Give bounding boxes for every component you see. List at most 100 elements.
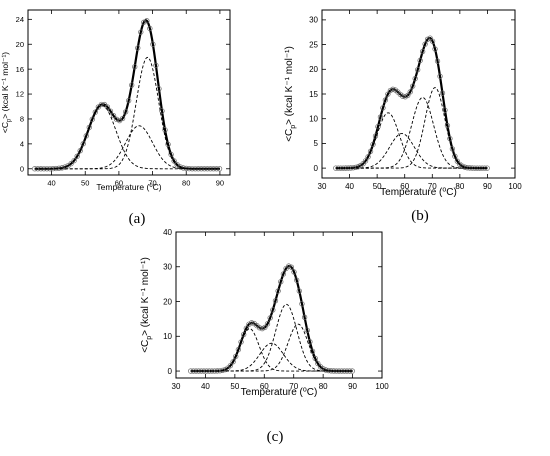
data-point xyxy=(138,29,144,35)
data-point xyxy=(382,97,389,103)
data-point xyxy=(452,153,458,159)
y-tick-label: 20 xyxy=(309,65,318,74)
data-point xyxy=(44,166,50,172)
fitted-sum-line xyxy=(335,36,488,170)
data-point xyxy=(233,353,239,360)
data-point xyxy=(119,115,126,122)
y-tick-label: 10 xyxy=(163,332,172,341)
data-point xyxy=(417,57,423,64)
component-peak-line xyxy=(34,125,220,170)
data-point xyxy=(412,75,418,82)
data-point xyxy=(296,288,302,294)
data-point xyxy=(259,325,265,332)
data-point xyxy=(248,320,255,326)
y-tick-label: 16 xyxy=(16,65,24,74)
chart-panel-1: 40 50 60 70 80 90 0 4 8 12 16 20 24 Temperature (oC) <… xyxy=(0,9,231,227)
y-axis-label: <Cp> (kcal K⁻¹ mol⁻¹) xyxy=(284,46,297,142)
data-point xyxy=(424,36,431,42)
panel-caption: (c) xyxy=(267,429,284,445)
data-point xyxy=(144,18,150,24)
data-point xyxy=(238,339,244,345)
data-point xyxy=(256,325,263,331)
data-point xyxy=(407,89,413,95)
data-point xyxy=(449,146,456,152)
x-tick-label: 100 xyxy=(508,182,522,191)
x-tick-label: 80 xyxy=(455,182,464,191)
y-tick-label: 25 xyxy=(309,40,318,49)
data-point xyxy=(288,264,295,270)
x-tick-label: 90 xyxy=(348,382,357,391)
y-axis-label: <Cp> (kcal K⁻¹ mol⁻¹) xyxy=(140,257,153,353)
data-point xyxy=(235,346,242,353)
data-point xyxy=(439,90,446,96)
x-tick-label: 80 xyxy=(182,179,190,188)
chart-panel-3: 30 40 50 60 70 80 90 100 0 10 20 30 40 Temperature (o… xyxy=(140,228,389,445)
x-tick-label: 30 xyxy=(318,182,327,191)
data-point xyxy=(98,101,105,108)
component-peak-line xyxy=(335,112,488,169)
data-point xyxy=(135,45,141,51)
data-point xyxy=(377,114,384,120)
x-tick-label: 90 xyxy=(483,182,492,191)
data-point xyxy=(272,298,279,304)
data-point xyxy=(165,141,171,147)
data-point xyxy=(400,93,406,99)
data-point xyxy=(141,19,147,25)
data-point xyxy=(402,94,408,100)
data-point xyxy=(150,41,156,47)
y-tick-label: 30 xyxy=(309,16,318,25)
data-point xyxy=(86,124,92,131)
component-peak-line xyxy=(34,56,220,170)
data-point xyxy=(323,367,329,373)
data-point xyxy=(286,263,292,269)
data-point xyxy=(304,327,310,333)
fitted-sum-line xyxy=(190,264,353,373)
data-point xyxy=(380,105,386,111)
x-tick-label: 40 xyxy=(47,179,55,188)
data-point xyxy=(92,109,98,115)
data-point xyxy=(370,141,376,147)
data-point xyxy=(62,164,68,170)
x-tick-label: 60 xyxy=(115,179,123,188)
data-point xyxy=(429,38,436,44)
data-point xyxy=(291,269,297,275)
x-tick-label: 70 xyxy=(428,182,437,191)
data-point xyxy=(375,124,381,130)
y-tick-label: 30 xyxy=(163,263,172,272)
data-point xyxy=(159,108,165,114)
data-point xyxy=(89,116,95,122)
data-point xyxy=(264,321,271,327)
data-point xyxy=(415,67,421,73)
data-point xyxy=(459,163,465,169)
data-point xyxy=(162,127,168,133)
data-point xyxy=(227,362,234,369)
data-point xyxy=(53,165,59,172)
data-point xyxy=(126,97,132,104)
panel-caption: (b) xyxy=(411,208,429,224)
data-point xyxy=(444,122,451,129)
plot-frame xyxy=(175,231,383,379)
data-point xyxy=(390,86,396,92)
y-tick-label: 20 xyxy=(16,40,24,49)
data-point xyxy=(270,307,276,313)
data-point xyxy=(113,116,120,122)
data-point xyxy=(68,160,74,167)
data-point xyxy=(275,288,281,294)
data-point xyxy=(462,164,468,170)
data-point xyxy=(422,41,428,47)
data-point xyxy=(309,348,316,354)
x-tick-label: 60 xyxy=(260,382,269,391)
x-tick-label: 50 xyxy=(373,182,382,191)
x-tick-label: 70 xyxy=(148,179,156,188)
x-tick-label: 30 xyxy=(172,382,181,391)
x-axis-label: Temperature (oC) xyxy=(96,182,161,192)
data-point xyxy=(294,277,300,283)
data-point xyxy=(80,141,86,147)
data-point xyxy=(230,359,236,365)
component-peak-line xyxy=(190,342,353,372)
y-tick-label: 40 xyxy=(163,228,172,237)
chart-panel-2: 30 40 50 60 70 80 90 100 0 5 10 15 20 25 30 Temperature… xyxy=(284,9,522,224)
panel-caption: (a) xyxy=(129,211,146,227)
y-tick-label: 0 xyxy=(168,367,173,376)
